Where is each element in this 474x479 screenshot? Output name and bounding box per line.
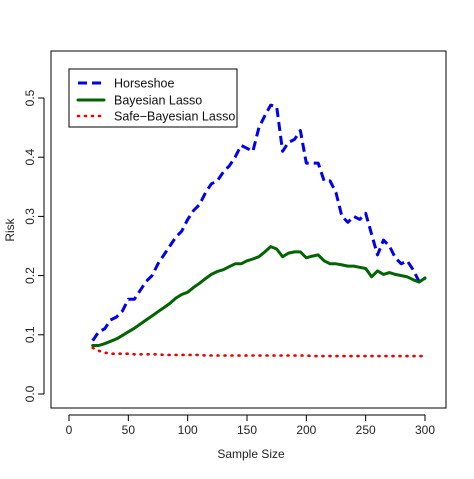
x-tick-label: 0 [66,423,73,437]
series-line-bayesian-lasso [91,245,427,347]
x-tick-label: 50 [122,423,136,437]
x-tick-label: 300 [415,423,435,437]
x-tick-label: 200 [296,423,316,437]
y-tick-label: 0.2 [23,267,37,284]
x-tick-label: 100 [178,423,198,437]
series-line-horseshoe [91,103,426,342]
x-axis-title: Sample Size [217,447,285,461]
legend-box [68,68,238,128]
y-tick-label: 0.4 [23,149,37,166]
y-tick-label: 0.5 [23,89,37,106]
plot-frame [50,50,447,409]
series-line-safe-bayesian-lasso [91,346,427,358]
x-tick-label: 150 [237,423,257,437]
series-lines [91,103,427,358]
x-tick-label: 250 [356,423,376,437]
y-axis-title: Risk [3,217,17,241]
y-tick-label: 0.1 [23,326,37,343]
y-tick-label: 0.0 [23,385,37,402]
legend-label: Bayesian Lasso [114,94,202,108]
axes: 0 50 100 150 200 250 300 0.0 0.1 0.2 0.3 0.4 0.5 [23,89,435,437]
legend-label: Safe−Bayesian Lasso [114,110,235,124]
legend-label: Horseshoe [114,77,174,91]
y-tick-label: 0.3 [23,208,37,225]
legend: Horseshoe Bayesian Lasso Safe−Bayesian Las… [68,68,238,128]
